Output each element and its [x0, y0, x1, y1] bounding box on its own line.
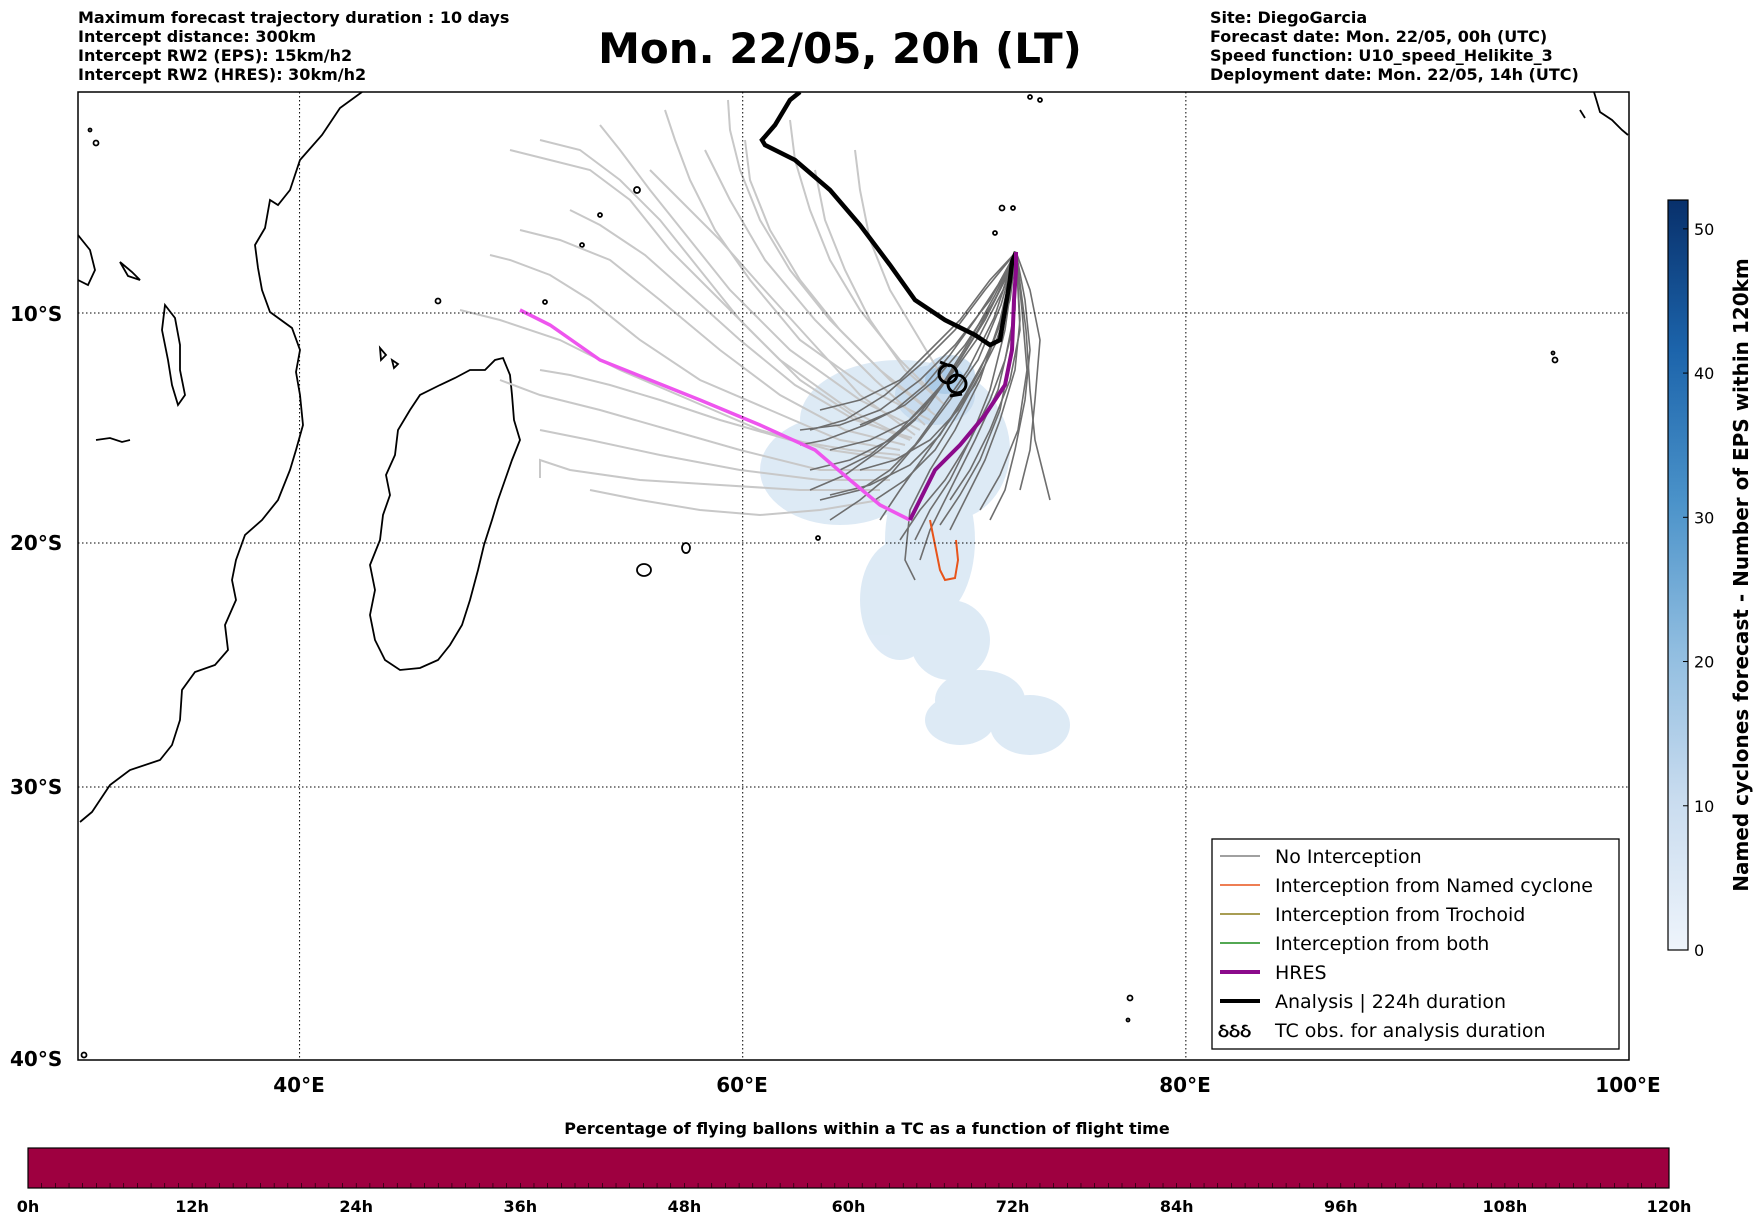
colorbar-bottom-tick-label: 108h [1483, 1197, 1528, 1216]
legend-label: HRES [1275, 962, 1327, 984]
ensemble-trajectories-faint [459, 99, 951, 517]
colorbar-right-tick-label: 20 [1694, 653, 1714, 672]
header-right: Site: DiegoGarcia Forecast date: Mon. 22… [1210, 8, 1579, 84]
hres-track-early [519, 308, 911, 522]
colorbar-right-tick-label: 50 [1694, 220, 1714, 239]
map-frame [77, 91, 1630, 1061]
header-left-line: Maximum forecast trajectory duration : 1… [78, 8, 510, 27]
map-title: Mon. 22/05, 20h (LT) [598, 24, 1082, 73]
header-right-line: Site: DiegoGarcia [1210, 8, 1368, 27]
colorbar-bottom-tick-label: 0h [17, 1197, 40, 1216]
header-right-line: Deployment date: Mon. 22/05, 14h (UTC) [1210, 65, 1579, 84]
colorbar-bottom-tick-label: 12h [175, 1197, 209, 1216]
header-left-line: Intercept distance: 300km [78, 27, 317, 46]
trajectory-named-cyclone [929, 519, 960, 582]
header-right-line: Speed function: U10_speed_Helikite_3 [1210, 46, 1553, 65]
lon-label: 40°E [273, 1073, 325, 1097]
header-right-line: Forecast date: Mon. 22/05, 00h (UTC) [1210, 27, 1548, 46]
colorbar-bottom-tick-label: 96h [1324, 1197, 1358, 1216]
colorbar-bottom-tick-label: 120h [1647, 1197, 1692, 1216]
legend-label: Interception from Trochoid [1275, 904, 1525, 926]
colorbar-bottom-minor-ticks [27, 1183, 1670, 1188]
legend-label: Analysis | 224h duration [1275, 991, 1506, 1013]
colorbar-right-tick-label: 30 [1694, 508, 1714, 527]
legend-box [1211, 838, 1620, 1050]
colorbar-bottom-bar [27, 1147, 1670, 1189]
colorbar-right-ticks: 0 10 20 30 40 50 [1683, 220, 1714, 960]
colorbar-bottom-tick-labels: 0h 12h 24h 36h 48h 60h 72h 84h 96h 108h 120h [17, 1197, 1692, 1216]
coastlines [78, 92, 1629, 1059]
colorbar-right-tick-label: 40 [1694, 364, 1714, 383]
colorbar-bottom-tick-label: 24h [339, 1197, 373, 1216]
header-left-line: Intercept RW2 (HRES): 30km/h2 [78, 65, 367, 84]
latitude-labels: 10°S 20°S 30°S 40°S [10, 302, 62, 1071]
legend-symbol: ઠઠઠ [1218, 1020, 1251, 1042]
hres-track [908, 252, 1018, 521]
legend: No Interception Interception from Named … [1211, 838, 1620, 1050]
longitude-labels: 40°E 60°E 80°E 100°E [273, 1073, 1660, 1097]
lat-label: 10°S [10, 302, 62, 326]
legend-label: TC obs. for analysis duration [1274, 1020, 1546, 1042]
header-left-line: Intercept RW2 (EPS): 15km/h2 [78, 46, 353, 65]
colorbar-bottom-tick-label: 36h [503, 1197, 537, 1216]
analysis-track [759, 92, 1019, 348]
colorbar-bottom-title: Percentage of flying ballons within a TC… [564, 1119, 1170, 1138]
colorbar-right-label: Named cyclones forecast - Number of EPS … [1729, 258, 1753, 892]
tc-obs-symbols [937, 360, 968, 398]
colorbar-bottom-tick-label: 48h [668, 1197, 702, 1216]
colorbar-bottom-tick-label: 60h [832, 1197, 866, 1216]
colorbar-bottom-tick-label: 72h [996, 1197, 1030, 1216]
map-grid [78, 92, 1629, 1060]
lon-label: 100°E [1595, 1073, 1660, 1097]
colorbar-bottom-tick-label: 84h [1160, 1197, 1194, 1216]
lat-label: 40°S [10, 1047, 62, 1071]
header-left: Maximum forecast trajectory duration : 1… [78, 8, 509, 84]
colorbar-right-tick-label: 10 [1694, 797, 1714, 816]
lat-label: 20°S [10, 531, 62, 555]
colorbar-right: 0 10 20 30 40 50 Named cyclones forecast - Nu… [1667, 199, 1753, 960]
colorbar-right-tick-label: 0 [1694, 941, 1704, 960]
lon-label: 60°E [716, 1073, 768, 1097]
legend-label: Interception from both [1275, 933, 1489, 955]
legend-label: Interception from Named cyclone [1275, 875, 1593, 897]
lat-label: 30°S [10, 775, 62, 799]
lon-label: 80°E [1159, 1073, 1211, 1097]
colorbar-bottom: Percentage of flying ballons within a TC… [17, 1119, 1692, 1216]
colorbar-right-bar [1667, 199, 1689, 951]
legend-label: No Interception [1275, 846, 1422, 868]
